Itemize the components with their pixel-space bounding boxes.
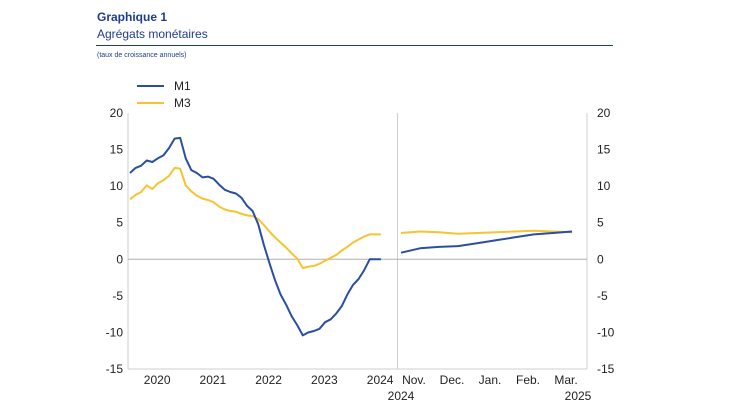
chart-subtitle: Agrégats monétaires	[97, 27, 208, 41]
x-tick-label: Mar.	[554, 373, 577, 387]
x-tick-label: 2023	[311, 373, 338, 387]
y-tick-label-right: 15	[597, 143, 611, 157]
x-tick-label: Nov.	[402, 373, 426, 387]
x-year-label: 2024	[388, 389, 415, 403]
y-tick-label-right: 5	[597, 216, 604, 230]
y-tick-label-left: 20	[110, 106, 124, 120]
x-tick-label: 2020	[144, 373, 171, 387]
legend-label-m3: M3	[174, 96, 191, 110]
y-tick-label-left: 10	[110, 179, 124, 193]
x-tick-label: Dec.	[440, 373, 465, 387]
y-tick-label-right: -5	[597, 289, 608, 303]
m1-line-historical	[129, 136, 381, 337]
chart-title: Graphique 1	[97, 10, 168, 24]
x-tick-label: 2022	[255, 373, 282, 387]
y-tick-label-left: -15	[106, 362, 124, 376]
y-tick-label-right: 10	[597, 179, 611, 193]
series-lines	[129, 136, 573, 337]
x-year-label: 2025	[565, 389, 592, 403]
y-tick-label-left: -5	[112, 289, 123, 303]
x-tick-label: 2024	[367, 373, 394, 387]
legend-label-m1: M1	[174, 79, 191, 93]
unit-note: (taux de croissance annuels)	[97, 52, 187, 59]
title-divider	[96, 45, 613, 46]
x-tick-label: Jan.	[479, 373, 502, 387]
y-tick-label-right: -10	[597, 325, 615, 339]
y-tick-label-right: 0	[597, 252, 604, 266]
x-tick-label: 2021	[200, 373, 227, 387]
x-tick-label: Feb.	[516, 373, 540, 387]
y-tick-label-left: -10	[106, 325, 124, 339]
y-tick-label-right: 20	[597, 106, 611, 120]
m1-line-recent	[400, 230, 573, 254]
m3-line-recent	[400, 229, 573, 235]
y-tick-label-left: 15	[110, 143, 124, 157]
plot-frame	[127, 113, 588, 370]
y-tick-label-right: -15	[597, 362, 615, 376]
y-tick-label-left: 0	[116, 252, 123, 266]
y-tick-label-left: 5	[116, 216, 123, 230]
